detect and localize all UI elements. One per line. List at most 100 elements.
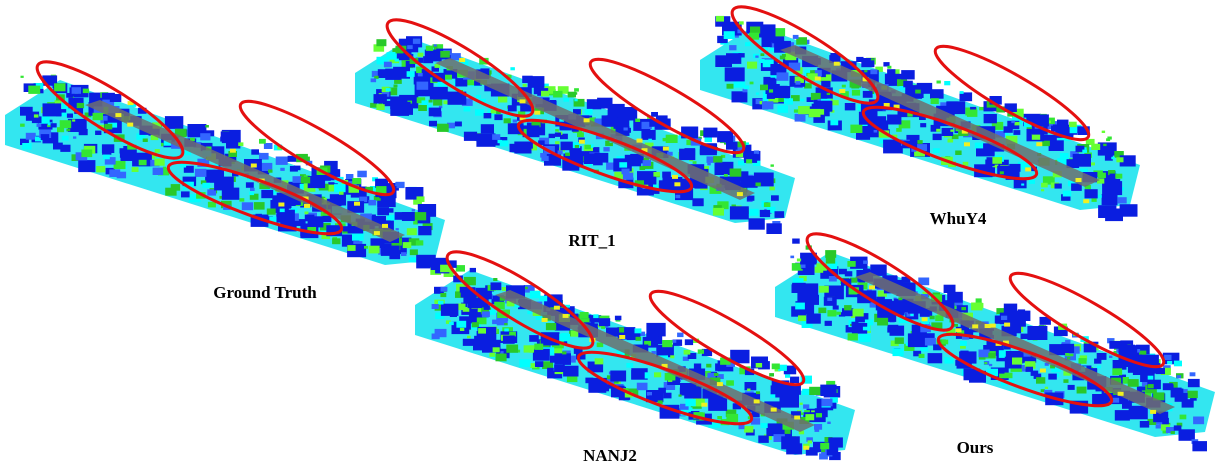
points <box>1193 417 1204 425</box>
points <box>584 118 590 122</box>
points <box>785 374 790 378</box>
points <box>1112 368 1122 375</box>
points <box>863 327 868 331</box>
points <box>948 139 954 143</box>
points <box>249 192 254 195</box>
points <box>555 141 560 144</box>
points <box>528 76 545 88</box>
points <box>579 140 585 144</box>
points <box>797 289 815 302</box>
points <box>922 317 928 321</box>
points <box>202 183 210 188</box>
points <box>370 103 377 108</box>
points <box>747 389 750 391</box>
points <box>476 95 481 98</box>
points <box>574 99 577 101</box>
points <box>429 108 441 117</box>
points <box>819 453 828 459</box>
points <box>559 334 570 342</box>
points <box>743 89 748 93</box>
points <box>530 291 541 299</box>
points <box>121 150 137 161</box>
points <box>747 62 757 69</box>
points <box>496 354 507 362</box>
points <box>1036 377 1045 384</box>
points <box>726 380 734 385</box>
points <box>770 187 775 191</box>
points <box>1036 142 1042 146</box>
points <box>800 99 804 102</box>
points <box>246 182 254 188</box>
points <box>561 142 573 151</box>
points <box>887 69 895 75</box>
points <box>440 293 446 297</box>
points <box>376 39 386 46</box>
points <box>1109 356 1112 358</box>
points <box>103 155 110 160</box>
points <box>1014 179 1027 188</box>
points <box>979 107 984 110</box>
points <box>771 164 774 166</box>
points <box>294 166 301 171</box>
points <box>754 399 760 403</box>
points <box>795 303 805 310</box>
points <box>503 336 515 344</box>
points <box>280 209 285 213</box>
points <box>251 149 259 154</box>
points <box>34 114 39 117</box>
points <box>694 364 701 369</box>
points <box>625 155 641 167</box>
points <box>637 139 643 143</box>
points <box>403 242 412 248</box>
points <box>915 90 921 94</box>
points <box>910 314 913 316</box>
points <box>1188 379 1200 387</box>
points <box>1045 387 1048 389</box>
points <box>742 179 750 184</box>
points <box>877 297 885 303</box>
points <box>426 46 433 51</box>
points <box>830 120 838 126</box>
points <box>371 78 377 82</box>
points <box>1063 191 1072 197</box>
points <box>724 174 728 177</box>
points <box>519 359 530 367</box>
points <box>790 377 799 383</box>
points <box>877 318 888 326</box>
points <box>964 142 970 146</box>
points <box>663 393 671 399</box>
points <box>593 159 603 166</box>
points <box>280 168 284 171</box>
points <box>827 298 832 301</box>
points <box>449 322 454 325</box>
points <box>1025 167 1031 171</box>
points <box>1068 385 1075 390</box>
points <box>761 53 765 56</box>
points <box>985 324 991 328</box>
points <box>675 195 680 198</box>
points <box>72 87 81 94</box>
points <box>648 139 652 142</box>
points <box>745 42 751 46</box>
points <box>1060 153 1069 159</box>
panel-caption: RIT_1 <box>568 231 615 250</box>
points <box>1156 425 1161 429</box>
points <box>777 105 788 112</box>
points <box>1167 361 1172 365</box>
points <box>464 107 471 112</box>
points <box>944 357 953 363</box>
points <box>1013 130 1020 135</box>
points <box>441 287 448 292</box>
points <box>988 353 995 358</box>
points <box>826 257 835 264</box>
points <box>931 98 939 104</box>
points <box>956 328 962 332</box>
points <box>726 414 738 422</box>
points <box>494 114 502 120</box>
points <box>755 56 758 58</box>
points <box>1174 361 1182 367</box>
points <box>51 123 57 127</box>
points <box>754 150 759 154</box>
points <box>816 109 824 115</box>
points <box>637 383 648 391</box>
